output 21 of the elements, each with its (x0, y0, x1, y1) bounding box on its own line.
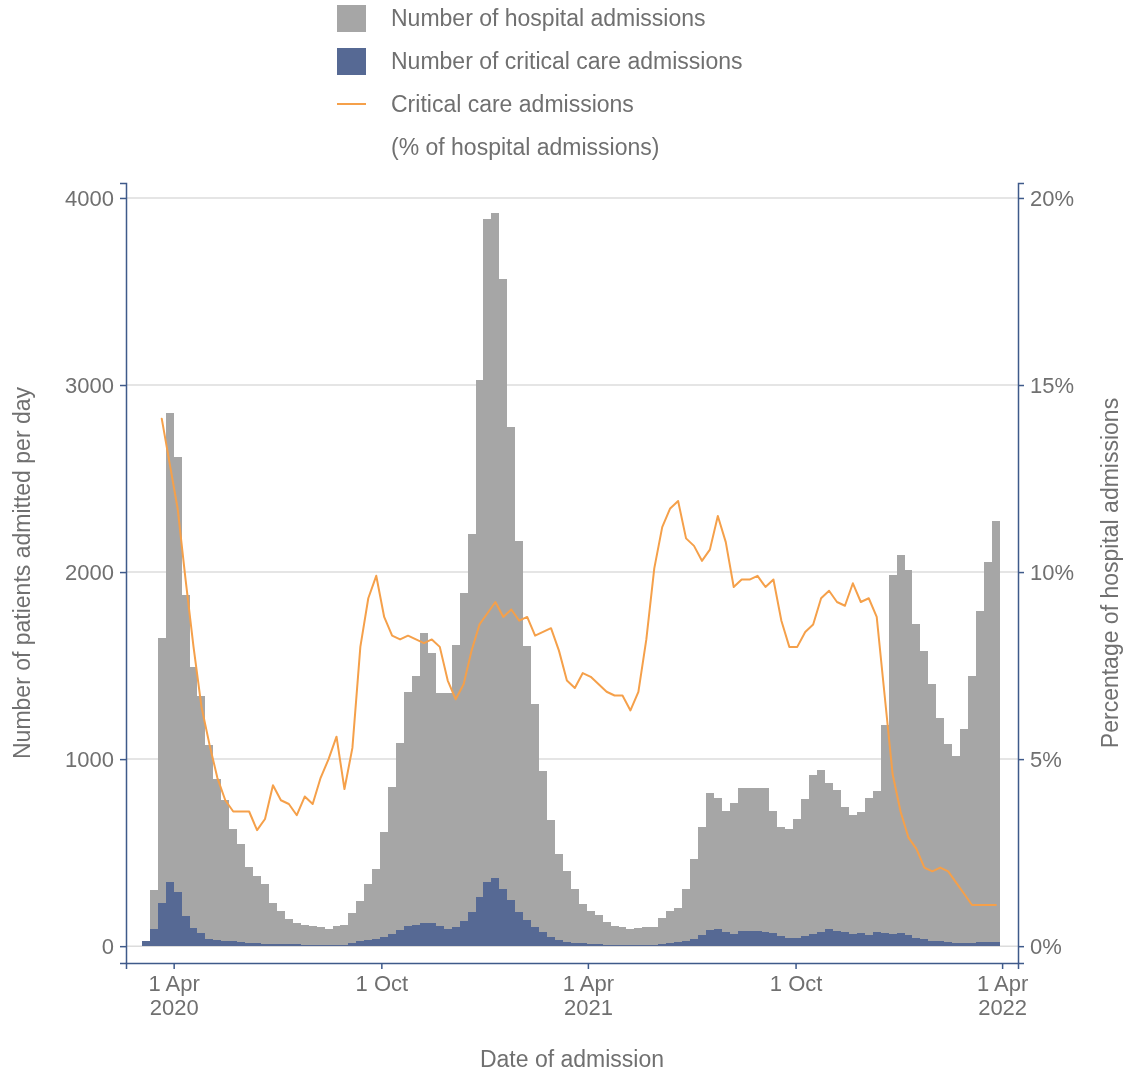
y2-axis-title: Percentage of hospital admissions (1097, 397, 1123, 749)
y-tick-label: 3000 (65, 372, 114, 398)
y2-tick-label: 10% (1030, 559, 1075, 585)
legend-label: Number of critical care admissions (391, 48, 743, 74)
y2-tick-label: 0% (1030, 933, 1062, 959)
x-tick-label: 1 Oct (769, 970, 823, 996)
x-axis-title: Date of admission (479, 1046, 665, 1072)
y2-tick-label: 5% (1030, 746, 1062, 772)
legend-label: Critical care admissions (% of hospital admissions) (391, 91, 660, 160)
x-tick-label: 1 Apr 2021 (562, 970, 615, 1020)
legend-label: Number of hospital admissions (391, 5, 706, 31)
y-axis-title: Number of patients admitted per day (9, 386, 35, 760)
y-tick-label: 0 (101, 933, 114, 959)
y2-tick-label: 20% (1030, 185, 1075, 211)
x-tick-label: 1 Apr 2020 (148, 970, 200, 1020)
y2-tick-label: 15% (1030, 372, 1075, 398)
x-tick-label: 1 Oct (355, 970, 409, 996)
x-tick-label: 1 Apr 2022 (976, 970, 1029, 1020)
y-tick-label: 2000 (65, 559, 114, 585)
y-tick-label: 1000 (65, 746, 114, 772)
y-tick-label: 4000 (65, 185, 114, 211)
